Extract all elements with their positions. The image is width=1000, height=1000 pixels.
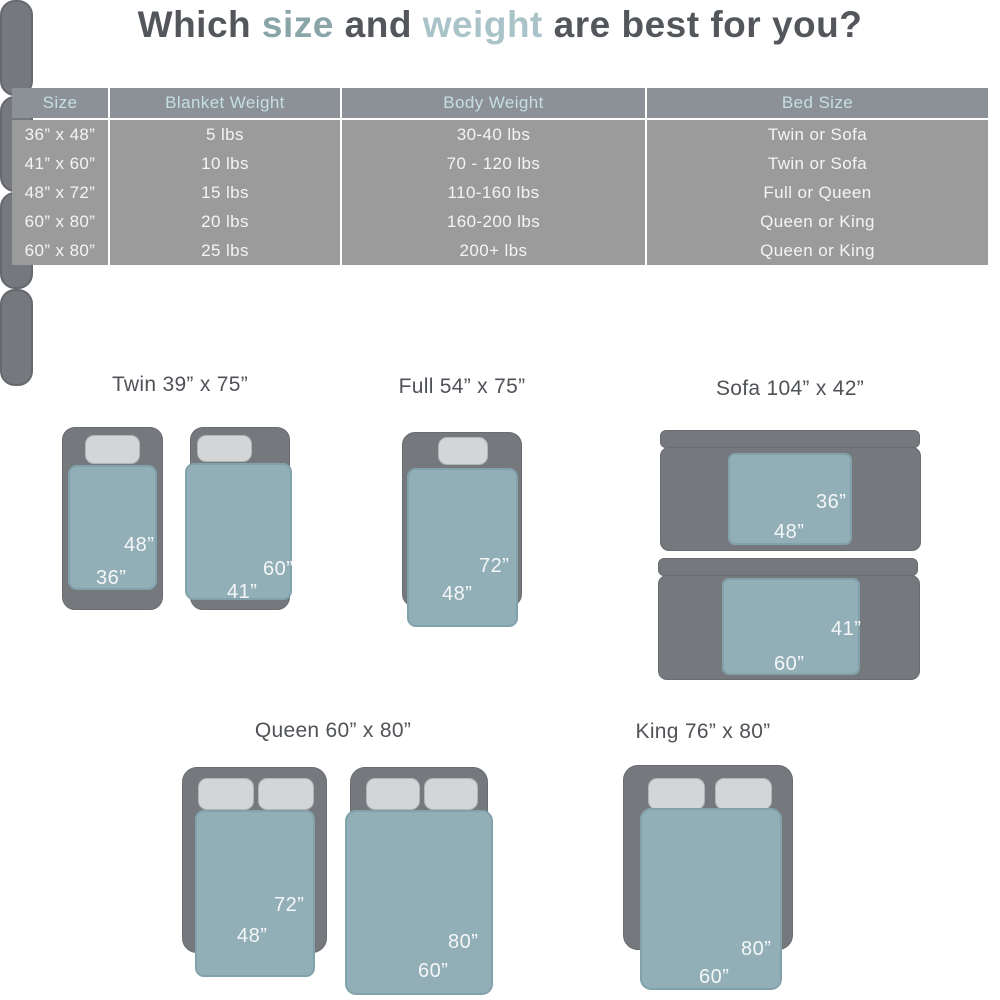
blanket-height-label: 72” [274, 894, 305, 916]
table-row: 60” x 80” 25 lbs 200+ lbs Queen or King [12, 236, 988, 265]
blanket-41x60: 60” 41” [185, 463, 294, 603]
blanket-height-label: 36” [816, 491, 847, 513]
column-header-bed-size: Bed Size [647, 88, 988, 118]
cell-body-weight: 200+ lbs [342, 236, 645, 265]
blanket-width-label: 60” [418, 960, 449, 982]
title-size-word: size [261, 4, 334, 45]
blanket-48x72: 72” 48” [407, 468, 518, 627]
blanket-width-label: 60” [774, 653, 805, 675]
table-row: 48” x 72” 15 lbs 110-160 lbs Full or Que… [12, 178, 988, 207]
cell-size: 41” x 60” [12, 149, 108, 178]
sofa-armrest-right [0, 289, 33, 386]
blanket-60x41: 41” 60” [722, 578, 862, 675]
pillow [366, 778, 420, 810]
table-row: 41” x 60” 10 lbs 70 - 120 lbs Twin or So… [12, 149, 988, 178]
column-header-blanket-weight: Blanket Weight [110, 88, 340, 118]
cell-bed-size: Twin or Sofa [647, 120, 988, 149]
cell-body-weight: 70 - 120 lbs [342, 149, 645, 178]
cell-blanket-weight: 15 lbs [110, 178, 340, 207]
pillow [197, 435, 252, 462]
cell-blanket-weight: 25 lbs [110, 236, 340, 265]
column-header-size: Size [12, 88, 108, 118]
blanket-48x72: 72” 48” [195, 810, 315, 977]
sofa-section-title: Sofa 104” x 42” [715, 377, 865, 400]
table-row: 36” x 48” 5 lbs 30-40 lbs Twin or Sofa [12, 120, 988, 149]
pillow [258, 778, 314, 810]
pillow [198, 778, 254, 810]
table-row: 60” x 80” 20 lbs 160-200 lbs Queen or Ki… [12, 207, 988, 236]
blanket-48x36: 36” 48” [728, 453, 852, 545]
blanket-width-label: 48” [774, 521, 805, 543]
cell-size: 48” x 72” [12, 178, 108, 207]
blanket-width-label: 41” [227, 581, 258, 603]
page-title: Which size and weight are best for you? [0, 4, 1000, 46]
pillow [715, 778, 772, 810]
table-body: 36” x 48” 5 lbs 30-40 lbs Twin or Sofa 4… [12, 120, 988, 265]
table-header-row: Size Blanket Weight Body Weight Bed Size [12, 88, 988, 118]
cell-size: 60” x 80” [12, 236, 108, 265]
cell-bed-size: Queen or King [647, 236, 988, 265]
blanket-60x80: 80” 60” [640, 808, 782, 990]
cell-blanket-weight: 5 lbs [110, 120, 340, 149]
blanket-height-label: 80” [741, 938, 772, 960]
blanket-height-label: 72” [479, 555, 510, 577]
blanket-36x48: 48” 36” [68, 465, 157, 590]
size-weight-table: Size Blanket Weight Body Weight Bed Size… [12, 88, 988, 265]
title-part-1: Which [137, 4, 262, 45]
title-part-2: and [333, 4, 423, 45]
blanket-height-label: 48” [124, 534, 155, 556]
cell-bed-size: Twin or Sofa [647, 149, 988, 178]
queen-section-title: Queen 60” x 80” [254, 719, 412, 742]
cell-body-weight: 160-200 lbs [342, 207, 645, 236]
cell-body-weight: 30-40 lbs [342, 120, 645, 149]
blanket-60x80: 80” 60” [345, 810, 493, 995]
blanket-width-label: 48” [442, 583, 473, 605]
title-weight-word: weight [422, 4, 543, 45]
cell-blanket-weight: 10 lbs [110, 149, 340, 178]
sofa-backrest [660, 430, 920, 448]
blanket-height-label: 80” [448, 931, 479, 953]
twin-section-title: Twin 39” x 75” [111, 373, 249, 396]
sofa-backrest [658, 558, 918, 576]
title-part-3: are best for you? [542, 4, 863, 45]
pillow [85, 435, 140, 464]
cell-blanket-weight: 20 lbs [110, 207, 340, 236]
column-header-body-weight: Body Weight [342, 88, 645, 118]
pillow [438, 437, 488, 465]
pillow [648, 778, 705, 810]
cell-bed-size: Full or Queen [647, 178, 988, 207]
blanket-width-label: 60” [699, 966, 730, 988]
pillow [424, 778, 478, 810]
cell-bed-size: Queen or King [647, 207, 988, 236]
blanket-width-label: 36” [96, 567, 127, 589]
full-section-title: Full 54” x 75” [398, 375, 526, 398]
king-section-title: King 76” x 80” [635, 720, 771, 743]
cell-size: 36” x 48” [12, 120, 108, 149]
blanket-height-label: 60” [263, 558, 294, 580]
blanket-width-label: 48” [237, 925, 268, 947]
cell-body-weight: 110-160 lbs [342, 178, 645, 207]
blanket-height-label: 41” [831, 618, 862, 640]
cell-size: 60” x 80” [12, 207, 108, 236]
